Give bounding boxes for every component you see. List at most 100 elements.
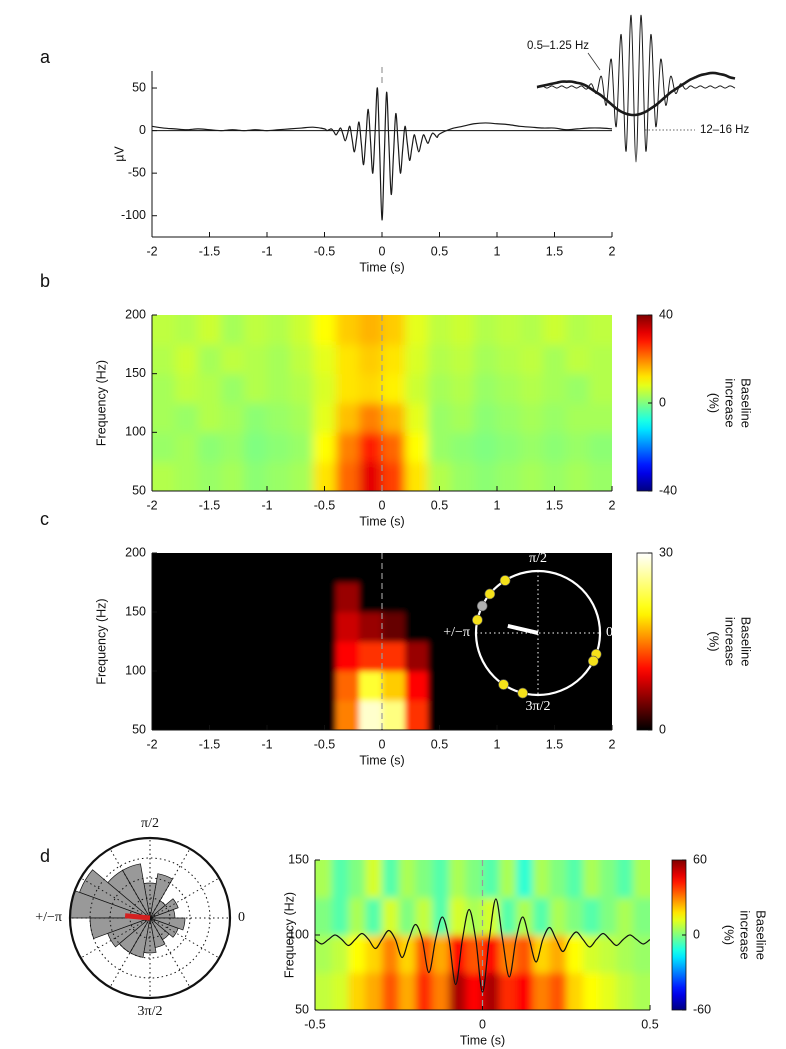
heatmap-cell: [405, 432, 429, 463]
x-tick-label: 2: [609, 244, 616, 258]
x-tick-label: -0.5: [314, 737, 336, 751]
heatmap-cell: [465, 860, 483, 898]
heatmap-cell: [497, 432, 521, 463]
heatmap-cell: [267, 671, 291, 701]
heatmap-cell: [497, 582, 521, 613]
heatmap-cells: [152, 553, 612, 730]
heatmap-cell: [336, 671, 360, 701]
heatmap-cell: [520, 403, 544, 433]
x-tick-label: 0: [379, 737, 386, 751]
heatmap-cell: [348, 972, 366, 1010]
x-tick-label: -2: [146, 498, 157, 512]
y-tick-label: 200: [125, 545, 146, 559]
x-tick-label: 0: [379, 244, 386, 258]
heatmap-cell: [267, 553, 291, 583]
phase-point: [499, 575, 511, 586]
heatmap-cell: [382, 897, 400, 936]
heatmap-cell: [520, 700, 544, 730]
heatmap-cell: [359, 582, 383, 613]
heatmap-cell: [315, 897, 333, 936]
heatmap-cell: [348, 860, 366, 898]
heatmap-cell: [313, 432, 337, 463]
heatmap-cell: [382, 935, 400, 973]
heatmap-cell: [465, 897, 483, 936]
heatmap-cell: [482, 860, 500, 898]
y-tick-label: 150: [125, 604, 146, 618]
heatmap-cell: [432, 897, 450, 936]
heatmap-cell: [583, 935, 601, 973]
colorbar-label: increase: [723, 617, 738, 666]
heatmap-cell: [290, 700, 314, 730]
heatmap-cell: [267, 641, 291, 672]
heatmap-cell: [520, 641, 544, 672]
heatmap-cell: [616, 897, 634, 936]
heatmap-cell: [244, 612, 268, 642]
heatmap-cell: [451, 432, 475, 463]
x-tick-label: -1: [261, 244, 272, 258]
heatmap-cell: [198, 461, 222, 491]
heatmap-cell: [244, 403, 268, 433]
heatmap-cell: [267, 315, 291, 345]
heatmap-cell: [589, 671, 612, 701]
heatmap-cell: [331, 935, 349, 973]
heatmap-cell: [497, 671, 521, 701]
heatmap-cell: [359, 344, 383, 375]
x-axis-label: Time (s): [460, 1033, 505, 1047]
heatmap-cell: [543, 641, 567, 672]
heatmap-cell: [566, 671, 590, 701]
heatmap-cell: [175, 612, 199, 642]
heatmap-cell: [382, 582, 406, 613]
mean-vector: [507, 623, 539, 635]
heatmap-cell: [415, 972, 433, 1010]
colorbar: [636, 552, 653, 731]
inset-line: [536, 14, 736, 163]
colorbar-label: (%): [722, 925, 737, 945]
heatmap-cell: [449, 897, 467, 936]
polar-angle-label: 3π/2: [138, 1004, 163, 1019]
x-tick-label: 1.5: [546, 498, 563, 512]
heatmap-cell: [474, 671, 498, 701]
heatmap-cell: [244, 461, 268, 491]
heatmap-cell: [198, 373, 222, 404]
heatmap-cell: [633, 972, 650, 1010]
polar-angle-label: +/−π: [35, 910, 62, 925]
heatmap-cell: [474, 373, 498, 404]
heatmap-cell: [336, 641, 360, 672]
heatmap-cell: [516, 860, 534, 898]
heatmap-cell: [543, 700, 567, 730]
heatmap-cell: [497, 373, 521, 404]
heatmap-cell: [221, 641, 245, 672]
heatmap-cell: [365, 972, 383, 1010]
heatmap-cell: [382, 403, 406, 433]
polar-grid-ring: [129, 897, 171, 939]
heatmap-cell: [331, 897, 349, 936]
heatmap-cell: [589, 432, 612, 463]
y-tick-label: 100: [125, 663, 146, 677]
polar-outline: [68, 836, 232, 1000]
heatmap-cell: [415, 897, 433, 936]
heatmap-cell: [175, 432, 199, 463]
heatmap-cell: [566, 935, 584, 973]
heatmap-cell: [428, 671, 452, 701]
heatmap-cell: [520, 461, 544, 491]
heatmap-cell: [221, 344, 245, 375]
colorbar-tick-label: 40: [659, 307, 673, 321]
heatmap-cell: [267, 432, 291, 463]
heatmap-cell: [499, 972, 517, 1010]
heatmap-cell: [152, 582, 176, 613]
heatmap-cell: [198, 641, 222, 672]
phase-point: [517, 687, 529, 699]
heatmap-cell: [221, 553, 245, 583]
trace-group: [315, 898, 650, 993]
heatmap-cell: [267, 700, 291, 730]
heatmap-cell: [549, 935, 567, 973]
polar-angle-label: π/2: [529, 551, 547, 566]
heatmap-cell: [365, 935, 383, 973]
heatmap-cell: [599, 860, 617, 898]
heatmap-cell: [465, 935, 483, 973]
x-tick-label: -1.5: [199, 737, 221, 751]
heatmap-cell: [198, 553, 222, 583]
y-tick-label: -100: [121, 208, 146, 222]
heatmap-cell: [382, 373, 406, 404]
heatmap-cell: [516, 897, 534, 936]
